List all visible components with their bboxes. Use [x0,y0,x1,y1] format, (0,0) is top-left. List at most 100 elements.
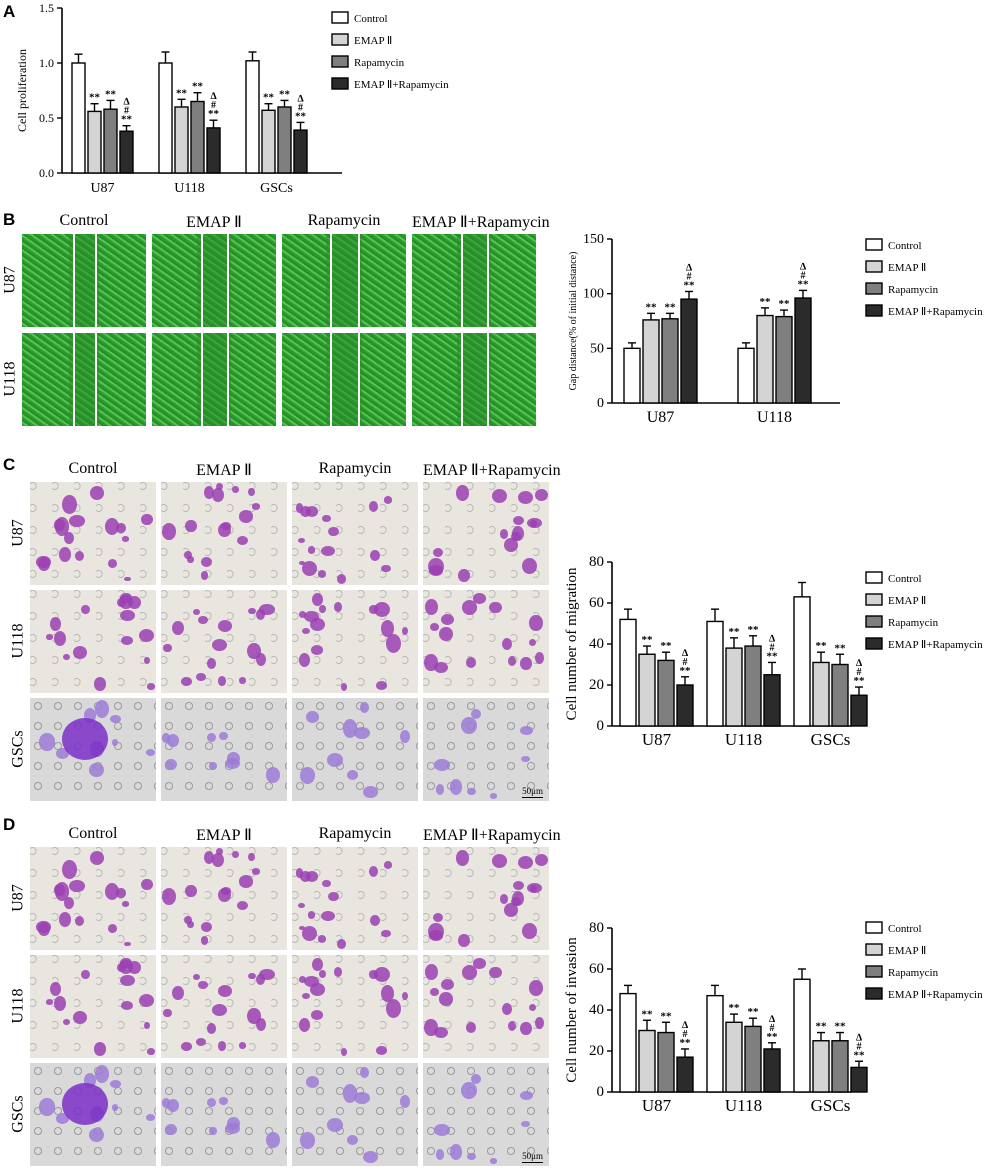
stained-cell [200,935,209,945]
stained-cell [251,868,260,875]
stained-cell [400,1094,411,1108]
column-label: Control [68,825,118,842]
significance-label: # [770,642,775,653]
stained-cell [380,985,394,1002]
bar [661,318,679,404]
stained-cell [320,910,335,921]
stained-cell [455,485,469,501]
significance-label: ∆ [800,261,807,272]
stained-cell [373,602,390,618]
stained-cell [163,1008,172,1018]
stained-cell [380,620,394,637]
significance-label: ** [279,88,291,100]
bar [676,684,694,727]
stained-cell [424,654,438,671]
micrograph-tile [161,1063,287,1166]
stained-cell [198,980,209,989]
stained-cell [503,903,518,918]
stained-cell [167,1098,180,1112]
stained-cell [311,958,323,972]
row-label: U87 [1,265,18,294]
bar [831,1040,849,1093]
stained-cell [322,879,331,887]
stained-cell [311,593,323,607]
micrograph-tile [161,590,287,693]
significance-label: # [687,271,692,282]
x-tick-label: U87 [642,730,672,749]
stained-cell [363,1150,379,1163]
stained-cell [201,922,213,933]
legend-swatch [331,55,349,68]
stained-cell [499,528,508,539]
stained-cell [375,1046,388,1056]
stained-cell [455,850,469,866]
significance-label: ** [661,1010,673,1022]
micrograph-tile [152,333,276,426]
micrograph-tile [292,482,418,585]
stained-cell [301,560,318,576]
stained-cell [256,1018,267,1031]
micrograph-tile [282,234,406,327]
stained-cell [81,605,90,615]
stained-cell [373,967,390,983]
bar [775,315,793,404]
x-tick-label: U118 [725,1096,762,1115]
stained-cell [69,515,85,528]
stained-cell [368,500,379,513]
stained-cell [183,915,192,924]
wound-gap [326,333,362,426]
stained-cell [226,751,241,766]
stained-cell [489,601,502,614]
bar [793,978,811,1093]
micrograph-tile [30,590,156,693]
bar [623,347,641,404]
stained-cell [62,495,78,515]
stained-cell [112,739,119,746]
significance-label: # [683,657,688,668]
column-label: EMAP Ⅱ [186,214,242,231]
stained-cell [458,568,471,583]
bar [831,663,849,727]
stained-cell [489,966,502,979]
significance-label: ∆ [769,633,776,644]
significance-label: ** [854,675,866,687]
stained-cell [232,486,240,494]
wound-edge-line [73,234,75,327]
stained-cell [461,716,477,735]
row-label: U118 [1,361,18,396]
column-label: Control [68,460,118,477]
stained-cell [221,522,232,531]
stained-cell [121,536,130,542]
stained-cell [46,999,53,1005]
stained-cell [328,891,339,901]
row-label: U118 [9,988,26,1023]
stained-cell [206,657,217,669]
y-axis-label: Cell proliferation [15,49,29,132]
stained-cell [217,984,232,997]
stained-cell [251,503,260,510]
chart-b-gap-distance: 0 50 100 150 Gap distance(% of initial dista… [568,232,983,426]
stained-cell [258,604,275,616]
stained-cell [368,970,379,979]
stained-cell [50,982,62,997]
stained-cell [529,884,537,893]
stained-cell [216,848,223,856]
wound-edge-line [487,234,489,327]
stained-cell [534,1017,544,1030]
stained-cell [255,609,265,621]
y-tick-label: 150 [583,232,604,247]
significance-label: ∆ [686,262,693,273]
wound-edge-line [461,234,463,327]
stained-cell [305,1075,320,1088]
legend-label: Control [888,573,922,585]
stained-cell [109,715,121,724]
stained-cell [53,630,67,646]
stained-cell [300,505,312,517]
stained-cell [216,483,223,491]
y-tick-label: 20 [589,677,604,693]
stained-cell [217,1041,227,1051]
stained-cell [300,870,312,882]
significance-label: ∆ [682,648,689,659]
stained-cell [56,1113,70,1125]
stained-cell [39,733,55,751]
